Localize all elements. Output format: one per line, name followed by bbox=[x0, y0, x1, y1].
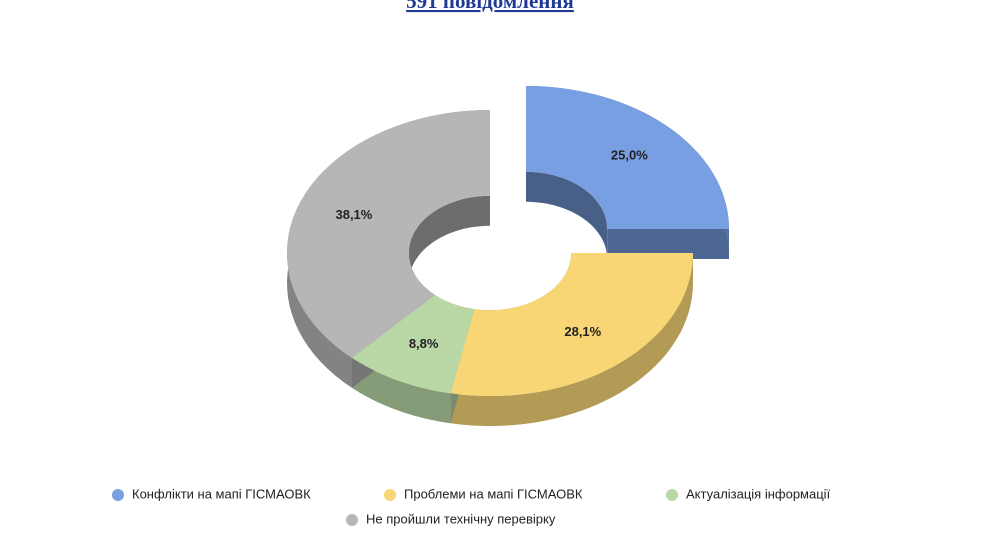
slice-end-face bbox=[607, 229, 729, 259]
slice bbox=[450, 253, 693, 396]
chart-title: 591 повідомлення bbox=[406, 0, 574, 13]
value-label: 25,0% bbox=[611, 148, 648, 163]
slice bbox=[352, 294, 475, 394]
legend-marker bbox=[666, 489, 678, 501]
legend-marker bbox=[346, 514, 358, 526]
slice bbox=[526, 86, 729, 229]
legend-marker bbox=[112, 489, 124, 501]
slice bbox=[287, 110, 490, 358]
value-label: 38,1% bbox=[335, 207, 372, 222]
slice-outer-wall bbox=[352, 357, 451, 424]
legend-label: Проблеми на мапі ГІСМАОВК bbox=[404, 486, 583, 501]
legend-label: Актуалізація інформації bbox=[686, 486, 831, 501]
legend-label: Конфлікти на мапі ГІСМАОВК bbox=[132, 486, 311, 501]
value-label: 28,1% bbox=[564, 324, 601, 339]
value-label: 8,8% bbox=[409, 336, 439, 351]
slice-outer-wall bbox=[450, 253, 693, 426]
legend-label: Не пройшли технічну перевірку bbox=[366, 511, 556, 526]
legend-marker bbox=[384, 489, 396, 501]
slice-tops bbox=[287, 86, 729, 396]
slice-inner-wall bbox=[526, 171, 608, 259]
